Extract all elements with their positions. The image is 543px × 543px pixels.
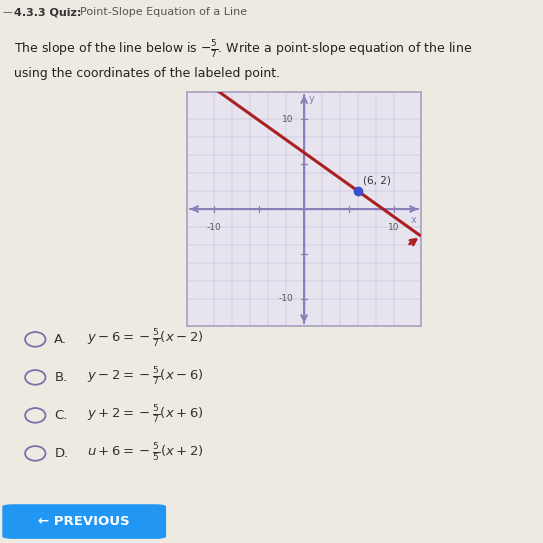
Text: $u + 6 = -\frac{5}{5}(x + 2)$: $u + 6 = -\frac{5}{5}(x + 2)$ bbox=[87, 443, 204, 464]
Text: -10: -10 bbox=[207, 223, 222, 231]
Text: A.: A. bbox=[54, 333, 67, 346]
Text: ← PREVIOUS: ← PREVIOUS bbox=[39, 515, 130, 528]
Text: 10: 10 bbox=[388, 223, 400, 231]
Text: —: — bbox=[3, 7, 12, 17]
Text: C.: C. bbox=[54, 409, 68, 422]
Text: 4.3.3 Quiz:: 4.3.3 Quiz: bbox=[14, 7, 81, 17]
Text: D.: D. bbox=[54, 447, 68, 460]
Text: x: x bbox=[411, 215, 416, 225]
Text: B.: B. bbox=[54, 371, 67, 384]
Text: -10: -10 bbox=[279, 294, 293, 304]
Text: 10: 10 bbox=[282, 115, 293, 124]
Text: y: y bbox=[308, 94, 314, 104]
Text: $y + 2 = -\frac{5}{7}(x + 6)$: $y + 2 = -\frac{5}{7}(x + 6)$ bbox=[87, 405, 204, 426]
Text: The slope of the line below is $-\frac{5}{7}$. Write a point-slope equation of t: The slope of the line below is $-\frac{5… bbox=[14, 38, 472, 60]
FancyBboxPatch shape bbox=[2, 504, 166, 539]
Text: Point-Slope Equation of a Line: Point-Slope Equation of a Line bbox=[73, 7, 248, 17]
Text: using the coordinates of the labeled point.: using the coordinates of the labeled poi… bbox=[14, 67, 280, 80]
Text: $y - 6 = -\frac{5}{7}(x - 2)$: $y - 6 = -\frac{5}{7}(x - 2)$ bbox=[87, 329, 204, 350]
Text: $y - 2 = -\frac{5}{7}(x - 6)$: $y - 2 = -\frac{5}{7}(x - 6)$ bbox=[87, 367, 204, 388]
Text: (6, 2): (6, 2) bbox=[363, 176, 391, 186]
